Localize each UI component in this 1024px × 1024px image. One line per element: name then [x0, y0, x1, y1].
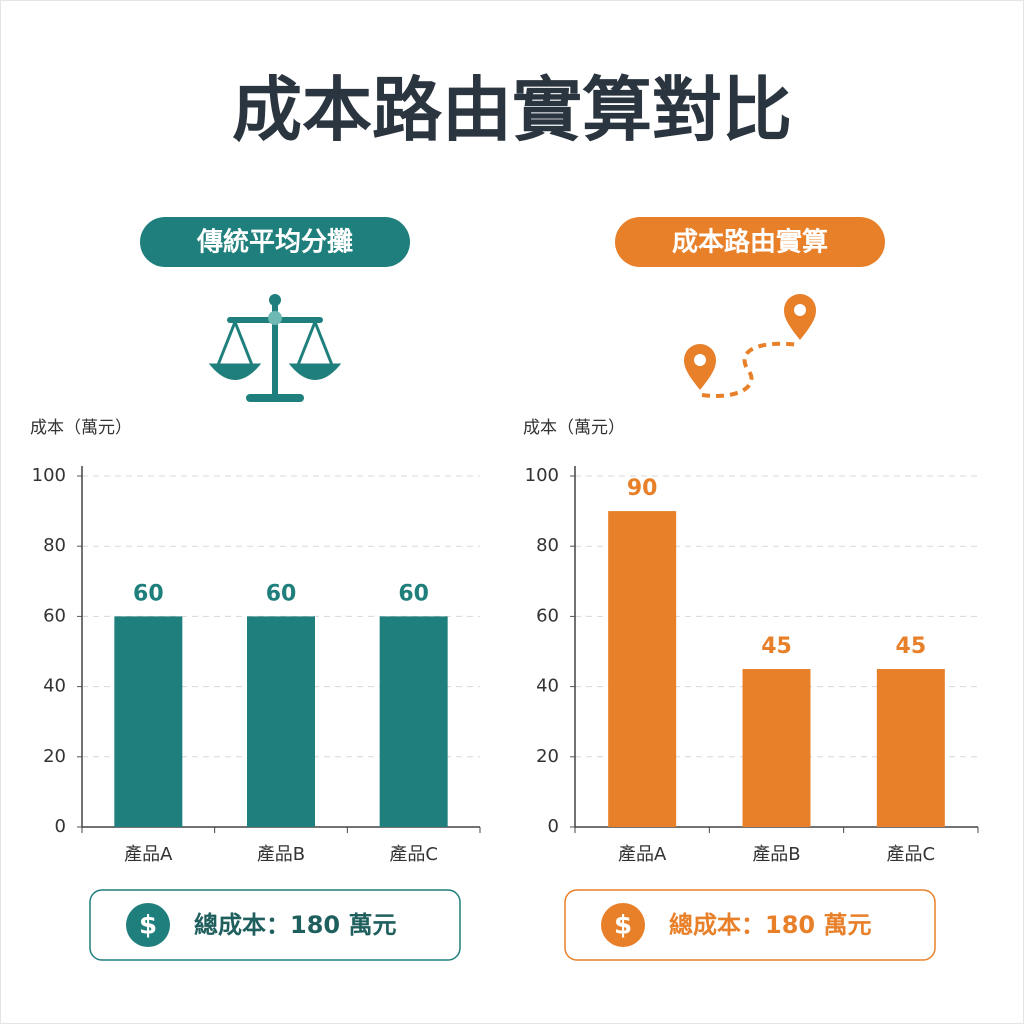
y-tick-label: 40 [43, 676, 66, 697]
y-tick-label: 20 [43, 746, 66, 767]
bar [114, 616, 183, 827]
bar [742, 669, 811, 827]
chart-label: 傳統平均分攤 [196, 227, 353, 258]
label-pill [615, 217, 885, 267]
x-tick-label: 產品A [618, 844, 667, 865]
y-tick-label: 60 [43, 605, 66, 626]
bar [876, 669, 945, 827]
y-tick-label: 100 [32, 465, 66, 486]
bar [608, 511, 677, 827]
y-tick-label: 60 [536, 605, 559, 626]
y-tick-label: 100 [525, 465, 559, 486]
total-text: 總成本：180 萬元 [194, 911, 396, 939]
value-label: 45 [896, 634, 927, 659]
x-tick-label: 產品C [887, 844, 936, 865]
scale-icon [208, 294, 342, 402]
page-title: 成本路由實算對比 [232, 69, 792, 151]
label-pill [140, 217, 410, 267]
total-text: 總成本：180 萬元 [669, 911, 871, 939]
total-icon-circle [601, 903, 645, 947]
value-label: 60 [398, 581, 429, 606]
y-axis-label: 成本（萬元） [523, 418, 625, 438]
x-tick-label: 產品B [752, 844, 800, 865]
y-tick-label: 40 [536, 676, 559, 697]
value-label: 45 [761, 634, 792, 659]
total-box [564, 889, 936, 961]
x-tick-label: 產品B [257, 844, 305, 865]
x-tick-label: 產品A [124, 844, 173, 865]
bar [247, 616, 315, 827]
y-tick-label: 0 [55, 816, 66, 837]
y-tick-label: 80 [43, 535, 66, 556]
y-tick-label: 80 [536, 535, 559, 556]
total-icon: $ [139, 911, 157, 941]
x-tick-label: 產品C [389, 844, 438, 865]
value-label: 60 [133, 581, 164, 606]
total-icon-circle [126, 903, 170, 947]
chart-label: 成本路由實算 [672, 227, 828, 258]
total-icon: $ [614, 911, 632, 941]
total-box [89, 889, 461, 961]
value-label: 60 [266, 581, 297, 606]
y-tick-label: 20 [536, 746, 559, 767]
route-icon [684, 294, 816, 398]
y-axis-label: 成本（萬元） [30, 418, 132, 438]
bar [379, 616, 448, 827]
y-tick-label: 0 [548, 816, 559, 837]
value-label: 90 [627, 476, 658, 501]
